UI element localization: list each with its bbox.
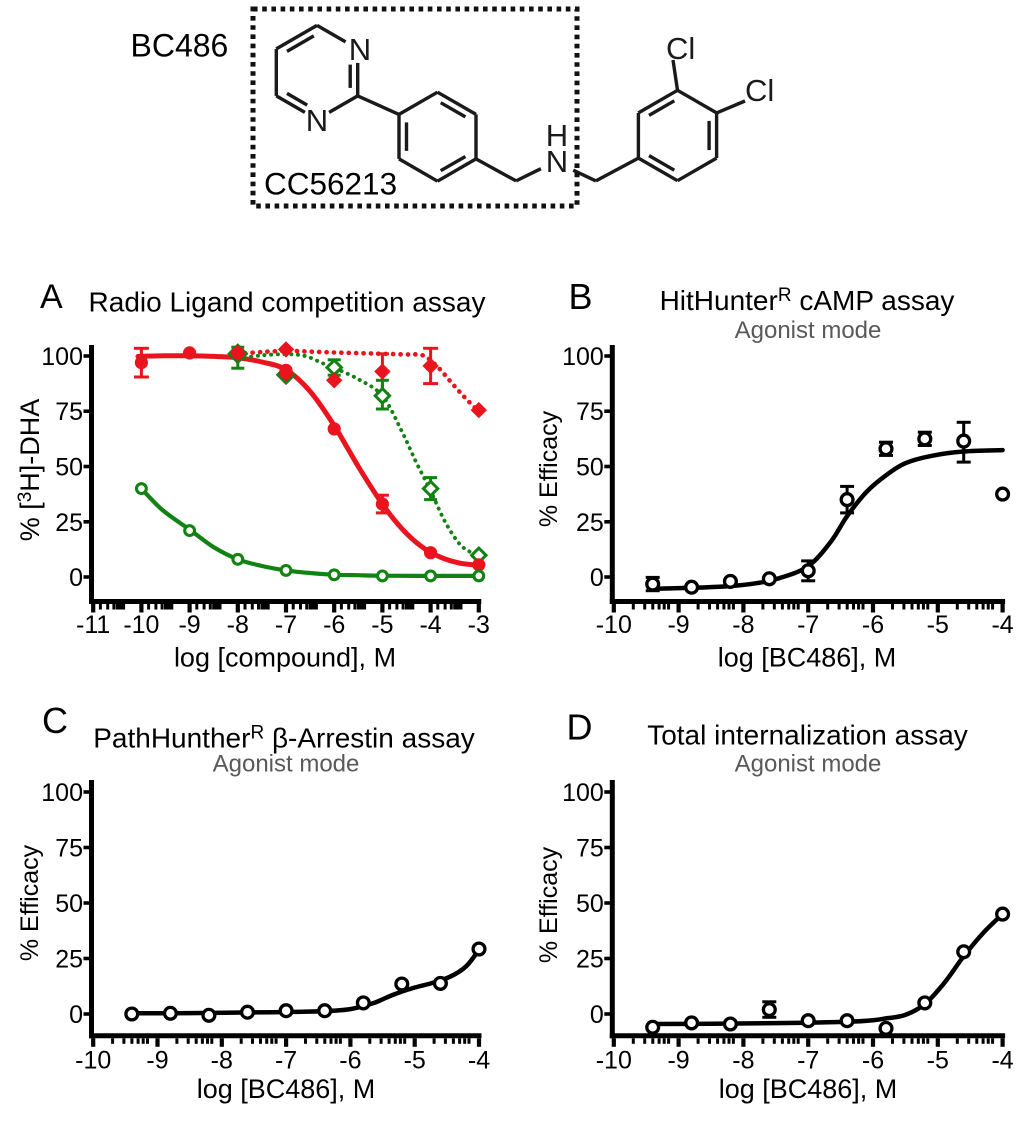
svg-text:25: 25 [576,509,604,537]
svg-text:0: 0 [590,1001,604,1029]
svg-text:50: 50 [55,890,83,918]
svg-text:% [3H]-DHA: % [3H]-DHA [15,399,45,542]
svg-text:-9: -9 [178,611,200,639]
svg-text:Agonist mode: Agonist mode [735,317,882,344]
svg-text:-7: -7 [797,1046,819,1074]
svg-text:H: H [546,118,568,153]
svg-text:100: 100 [562,779,604,807]
svg-text:-8: -8 [227,611,249,639]
svg-text:% Efficacy: % Efficacy [16,844,44,961]
svg-text:-6: -6 [339,1046,361,1074]
svg-text:50: 50 [55,454,83,482]
svg-text:25: 25 [576,946,604,974]
svg-text:-5: -5 [927,611,949,639]
svg-text:0: 0 [69,1001,83,1029]
svg-text:-3: -3 [468,611,490,639]
svg-text:75: 75 [576,835,604,863]
svg-text:N: N [546,144,568,179]
svg-text:100: 100 [41,779,83,807]
svg-text:Agonist mode: Agonist mode [735,751,882,778]
svg-text:Cl: Cl [745,73,774,108]
svg-text:D: D [567,707,593,748]
svg-text:100: 100 [41,343,83,371]
svg-text:-4: -4 [468,1046,490,1074]
svg-text:-5: -5 [927,1046,949,1074]
svg-text:-6: -6 [323,611,345,639]
svg-text:-7: -7 [275,1046,297,1074]
svg-text:Agonist mode: Agonist mode [213,751,360,778]
svg-text:75: 75 [55,835,83,863]
svg-text:C: C [42,700,68,741]
svg-text:-8: -8 [732,1046,754,1074]
svg-text:-8: -8 [211,1046,233,1074]
svg-text:B: B [569,276,593,317]
svg-text:25: 25 [55,946,83,974]
svg-text:N: N [349,32,371,67]
svg-text:HitHunterR cAMP assay: HitHunterR cAMP assay [660,285,955,316]
svg-text:% Efficacy: % Efficacy [535,410,563,527]
svg-text:-5: -5 [371,611,393,639]
svg-text:-9: -9 [667,611,689,639]
svg-text:-10: -10 [596,611,632,639]
svg-text:A: A [40,278,63,316]
svg-text:log [BC486], M: log [BC486], M [719,1074,898,1104]
svg-text:-4: -4 [419,611,441,639]
svg-text:75: 75 [576,398,604,426]
svg-text:-4: -4 [991,1046,1013,1074]
svg-text:log [BC486], M: log [BC486], M [718,643,897,673]
svg-text:75: 75 [55,398,83,426]
svg-text:-6: -6 [862,611,884,639]
svg-text:N: N [306,103,328,138]
svg-text:-9: -9 [146,1046,168,1074]
svg-text:CC56213: CC56213 [264,166,397,202]
svg-text:-5: -5 [404,1046,426,1074]
svg-text:25: 25 [55,509,83,537]
svg-text:0: 0 [69,564,83,592]
svg-text:-4: -4 [991,611,1013,639]
svg-text:-9: -9 [667,1046,689,1074]
svg-text:-8: -8 [732,611,754,639]
svg-text:50: 50 [576,454,604,482]
svg-text:Cl: Cl [666,31,695,66]
svg-text:0: 0 [590,564,604,592]
svg-text:50: 50 [576,890,604,918]
svg-text:-7: -7 [797,611,819,639]
svg-text:-7: -7 [275,611,297,639]
svg-text:BC486: BC486 [131,28,229,64]
svg-text:log [BC486], M: log [BC486], M [197,1074,376,1104]
svg-text:Total internalization assay: Total internalization assay [647,720,968,751]
svg-text:-11: -11 [76,611,110,639]
svg-text:-10: -10 [123,611,159,639]
svg-text:100: 100 [562,343,604,371]
svg-text:Radio Ligand competition assay: Radio Ligand competition assay [89,287,486,318]
svg-text:log [compound], M: log [compound], M [174,643,396,673]
svg-text:-10: -10 [75,1046,111,1074]
svg-text:-10: -10 [596,1046,632,1074]
svg-text:-6: -6 [862,1046,884,1074]
svg-text:PathHuntherR β-Arrestin assay: PathHuntherR β-Arrestin assay [93,723,475,754]
svg-text:% Efficacy: % Efficacy [535,846,563,963]
